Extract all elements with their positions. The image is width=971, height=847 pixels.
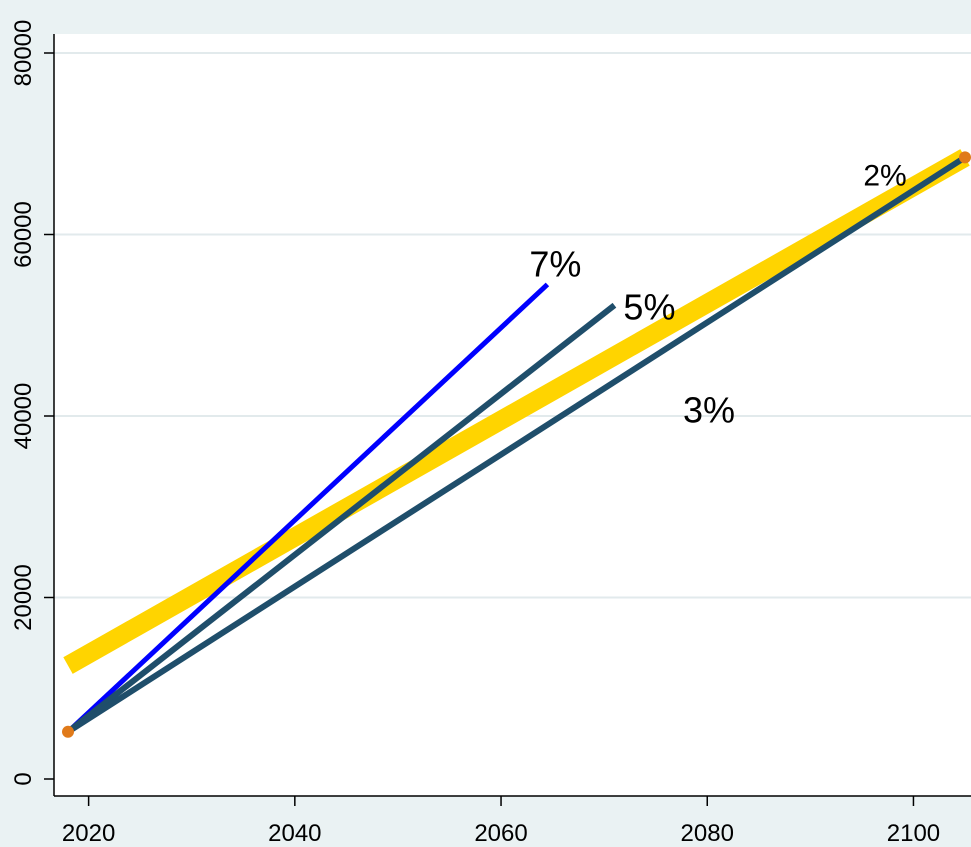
series-label: 2% — [863, 159, 906, 192]
series-line — [66, 154, 967, 735]
endpoint-marker — [959, 151, 971, 164]
series-line — [63, 149, 970, 674]
endpoint-marker — [62, 725, 74, 738]
x-axis-ticks: 2020 2040 2060 2080 2100 — [62, 796, 940, 847]
y-tick-label: 40000 — [10, 383, 37, 450]
endpoint-markers — [62, 151, 971, 738]
y-tick-label: 80000 — [10, 20, 37, 87]
x-tick-label: 2080 — [681, 820, 734, 847]
y-tick-label: 20000 — [10, 564, 37, 631]
series-lines — [63, 149, 970, 735]
series-line — [66, 302, 617, 735]
x-tick-label: 2020 — [62, 820, 115, 847]
series-label: 5% — [623, 286, 675, 327]
y-tick-label: 0 — [10, 772, 37, 785]
series-label: 3% — [683, 389, 735, 430]
y-tick-label: 60000 — [10, 201, 37, 268]
x-tick-label: 2060 — [474, 820, 527, 847]
series-label: 7% — [529, 243, 581, 284]
x-tick-label: 2100 — [887, 820, 940, 847]
series-line — [66, 282, 550, 734]
y-axis-ticks: 0 20000 40000 60000 80000 — [10, 20, 54, 786]
series-labels: 7% 5% 3% 2% — [529, 159, 906, 430]
x-tick-label: 2040 — [268, 820, 321, 847]
